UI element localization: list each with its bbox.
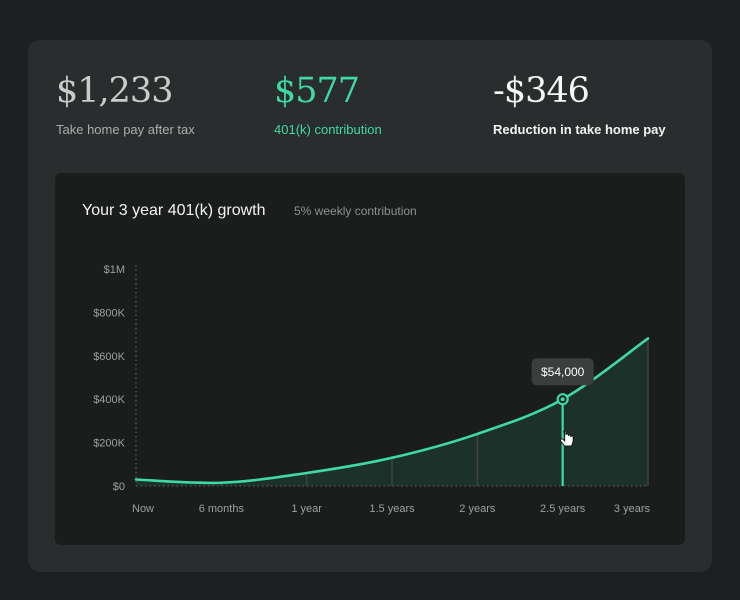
y-tick-label: $400K (93, 394, 125, 406)
reduction-label: Reduction in take home pay (493, 122, 666, 137)
summary-card: $1,233 Take home pay after tax $577 401(… (28, 40, 712, 572)
reduction-value: -$346 (493, 71, 590, 111)
y-tick-label: $0 (113, 481, 125, 493)
x-tick-label: 2.5 years (540, 503, 586, 515)
growth-chart[interactable]: $0 $200K $400K $600K $800K $1M Now 6 months 1 ye… (55, 173, 685, 545)
y-tick-label: $200K (93, 438, 125, 450)
x-tick-label: 1 year (291, 503, 322, 515)
x-tick-label: 6 months (199, 503, 245, 515)
highlight-point-core (560, 397, 565, 402)
contribution-label: 401(k) contribution (274, 122, 382, 137)
hand-cursor-icon (560, 430, 574, 447)
chart-area (136, 338, 648, 486)
take-home-label: Take home pay after tax (56, 122, 195, 137)
x-tick-label: 1.5 years (369, 503, 415, 515)
x-tick-label: 3 years (614, 503, 651, 515)
tooltip-label: $54,000 (541, 365, 585, 379)
chart-subtitle: 5% weekly contribution (294, 204, 417, 218)
x-tick-label: Now (132, 503, 154, 515)
take-home-stat: $1,233 Take home pay after tax (56, 70, 195, 137)
y-tick-label: $600K (93, 351, 125, 363)
contribution-stat: $577 401(k) contribution (274, 70, 382, 137)
y-tick-label: $1M (104, 264, 125, 276)
chart-title: Your 3 year 401(k) growth (82, 202, 266, 219)
reduction-stat: -$346 Reduction in take home pay (493, 70, 666, 137)
contribution-value: $577 (274, 71, 360, 111)
tooltip-box (531, 358, 594, 386)
y-tick-label: $800K (93, 307, 125, 319)
x-tick-label: 2 years (459, 503, 496, 515)
take-home-value: $1,233 (56, 71, 173, 111)
growth-chart-panel: Your 3 year 401(k) growth 5% weekly cont… (55, 173, 685, 545)
